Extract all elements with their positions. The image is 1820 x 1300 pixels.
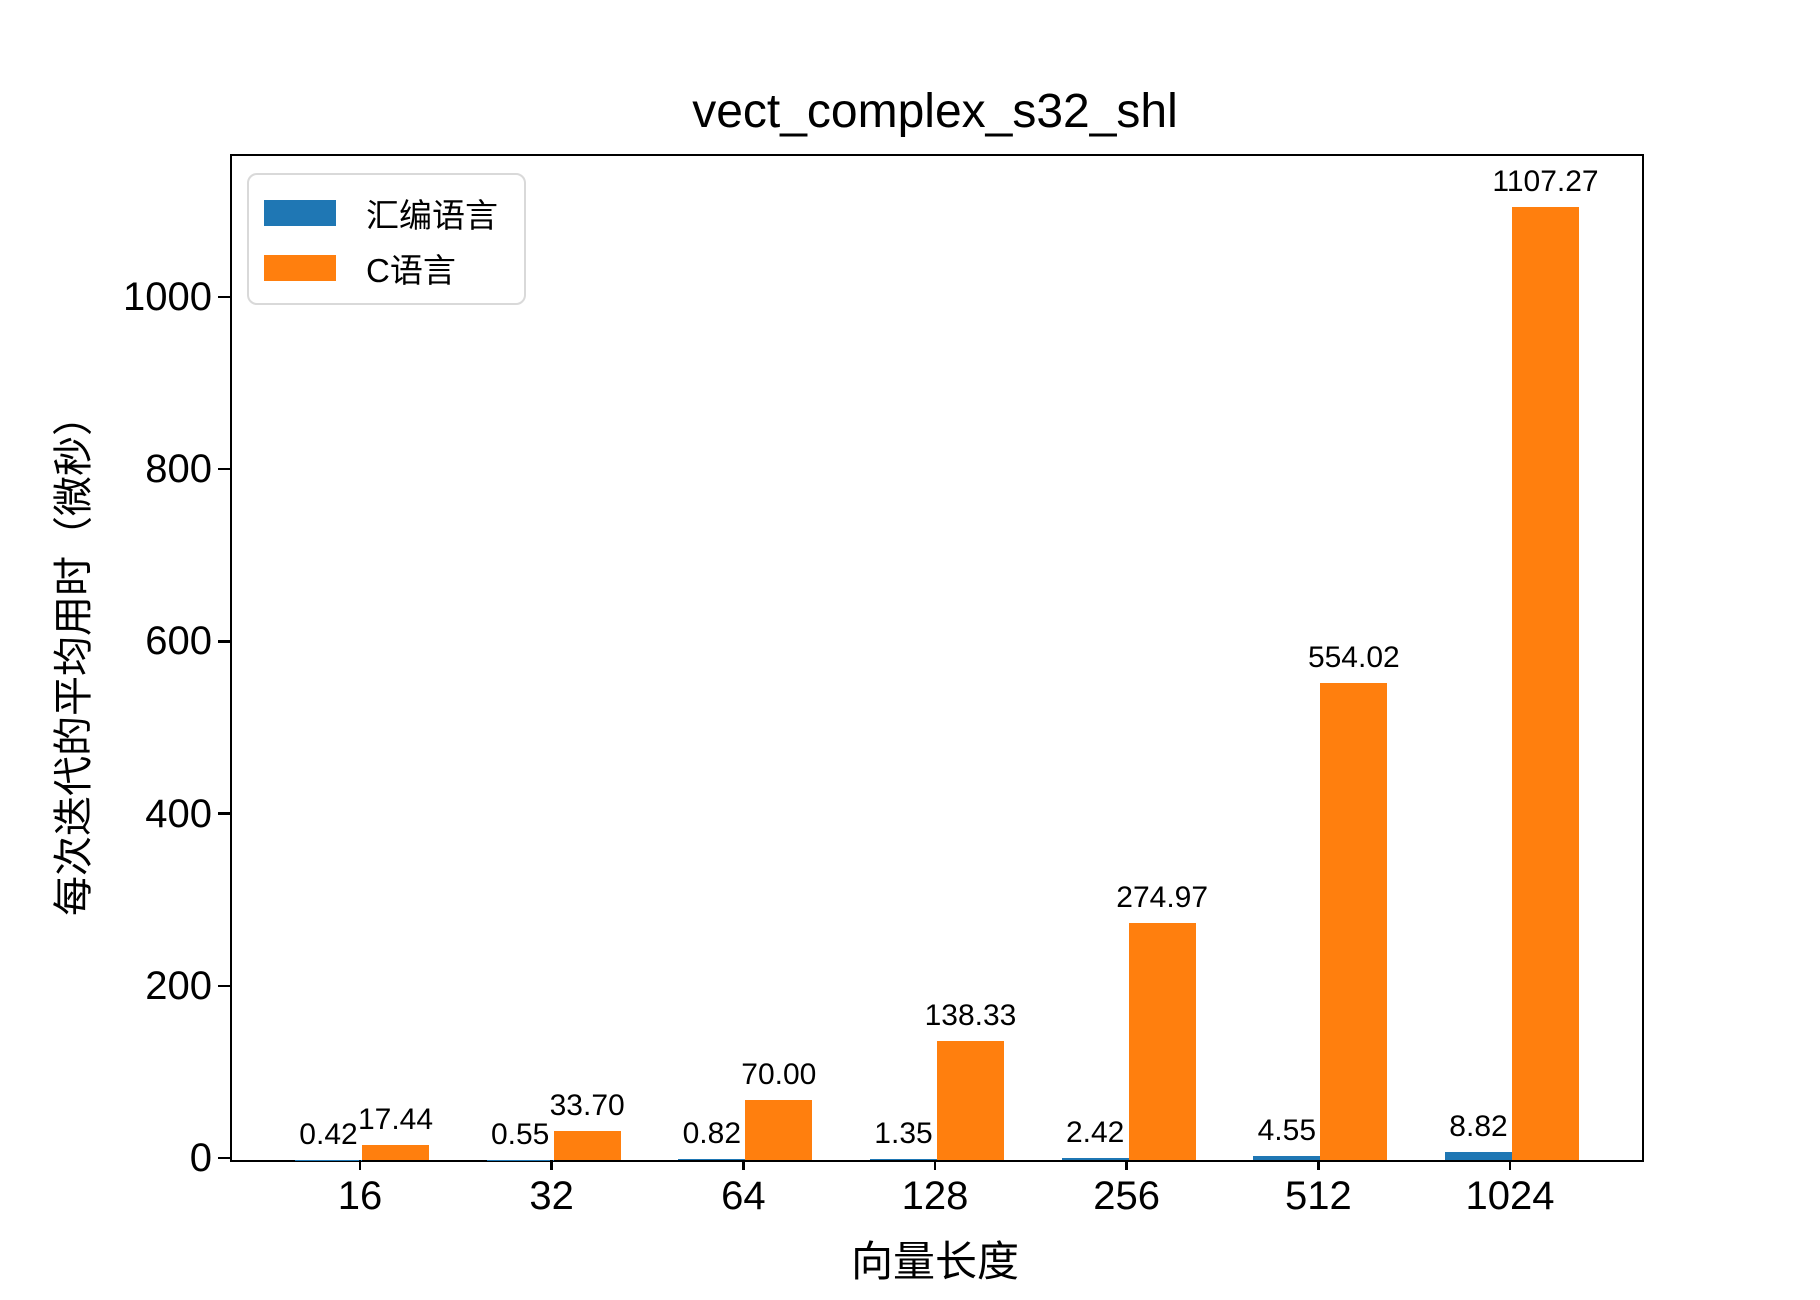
- y-tick-label: 1000: [123, 274, 212, 319]
- legend-series-label: C语言: [366, 251, 456, 289]
- y-tick-mark: [218, 295, 230, 299]
- c-bar-1024: [1512, 206, 1579, 1160]
- x-tick-label: 64: [721, 1174, 766, 1218]
- plot-area: 汇编语言 C语言 0.42 17.44 0.55 33.70 0.82 70.00 1.35 1…: [230, 154, 1644, 1162]
- x-tick-mark: [1508, 1160, 1512, 1170]
- y-tick-mark: [218, 984, 230, 987]
- bar-value-label: 4.55: [1257, 1114, 1317, 1148]
- asm-bar-1024: [1445, 1152, 1512, 1160]
- bar-value-label: 274.97: [1116, 881, 1209, 915]
- y-tick-label: 0: [189, 1136, 212, 1180]
- c-bar-16: [362, 1144, 429, 1160]
- bar-value-label: 138.33: [924, 998, 1017, 1032]
- x-axis-label: 向量长度: [850, 1238, 1019, 1285]
- legend-item-1: C语言: [264, 240, 498, 295]
- y-tick-mark: [218, 812, 230, 815]
- x-tick-mark: [1125, 1160, 1128, 1170]
- bar-value-label: 1107.27: [1492, 164, 1599, 198]
- legend-series-label: 汇编语言: [366, 196, 498, 234]
- legend-item-0: 汇编语言: [264, 185, 498, 240]
- x-tick-mark: [933, 1160, 937, 1170]
- y-tick-label: 400: [145, 791, 212, 836]
- bar-value-label: 70.00: [741, 1057, 817, 1091]
- x-tick-mark: [742, 1160, 745, 1170]
- asm-bar-512: [1253, 1156, 1321, 1160]
- bar-value-label: 2.42: [1065, 1115, 1125, 1149]
- bar-value-label: 0.55: [490, 1117, 550, 1151]
- asm-bar-128: [870, 1158, 937, 1160]
- bar-value-label: 17.44: [357, 1102, 434, 1136]
- bar-value-label: 1.35: [874, 1116, 933, 1150]
- x-tick-label: 16: [337, 1174, 383, 1218]
- asm-bar-64: [678, 1159, 746, 1160]
- chart-title: vect_complex_s32_shl: [692, 85, 1178, 138]
- x-tick-mark: [358, 1160, 362, 1170]
- c-bar-64: [745, 1099, 813, 1160]
- c-bar-512: [1320, 682, 1388, 1160]
- x-tick-label: 128: [901, 1174, 969, 1218]
- bar-value-label: 0.82: [682, 1117, 742, 1151]
- legend-swatch-icon: [264, 199, 336, 226]
- x-tick-label: 1024: [1465, 1174, 1555, 1218]
- x-tick-mark: [1317, 1160, 1320, 1170]
- bar-value-label: 0.42: [299, 1117, 358, 1151]
- x-tick-label: 32: [529, 1174, 574, 1218]
- bar-value-label: 33.70: [549, 1088, 625, 1122]
- legend-swatch-icon: [264, 254, 336, 281]
- c-bar-128: [937, 1040, 1004, 1160]
- y-tick-mark: [218, 467, 230, 471]
- legend: 汇编语言 C语言: [247, 173, 526, 305]
- y-tick-mark: [218, 1156, 230, 1160]
- x-tick-label: 256: [1093, 1174, 1161, 1218]
- c-bar-32: [553, 1130, 621, 1160]
- asm-bar-256: [1061, 1157, 1129, 1160]
- y-tick-label: 800: [145, 447, 212, 492]
- c-bar-256: [1128, 923, 1196, 1160]
- x-tick-mark: [550, 1160, 553, 1170]
- y-tick-label: 600: [145, 619, 212, 664]
- y-tick-label: 200: [145, 963, 212, 1008]
- bar-value-label: 554.02: [1307, 640, 1400, 674]
- x-tick-label: 512: [1284, 1174, 1352, 1218]
- bar-value-label: 8.82: [1449, 1110, 1508, 1144]
- y-tick-mark: [218, 640, 230, 643]
